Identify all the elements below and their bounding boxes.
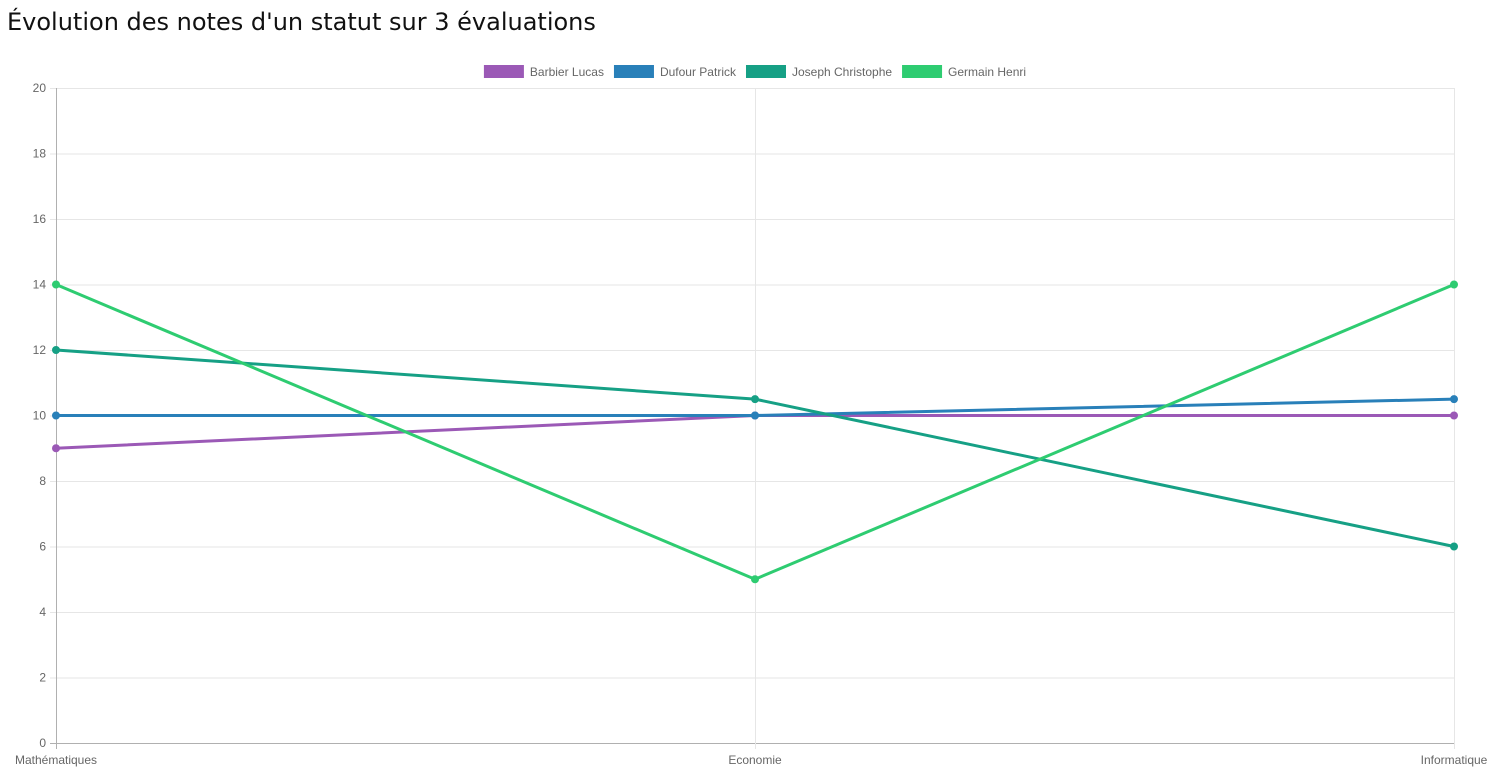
data-point[interactable] <box>52 444 60 453</box>
y-tick-label: 20 <box>33 81 47 95</box>
page-title: Évolution des notes d'un statut sur 3 év… <box>7 8 596 36</box>
legend-label: Joseph Christophe <box>792 65 892 79</box>
legend-label: Germain Henri <box>948 65 1026 79</box>
grid <box>50 88 1455 749</box>
data-point[interactable] <box>1450 542 1458 551</box>
legend-item[interactable]: Dufour Patrick <box>613 65 737 79</box>
axes: 0 2 4 6 8 10 12 14 16 18 20 Mathématiques Economie In… <box>15 81 1488 767</box>
data-point[interactable] <box>751 575 759 584</box>
y-tick-label: 6 <box>39 540 46 554</box>
data-point[interactable] <box>52 280 60 289</box>
data-point[interactable] <box>751 395 759 404</box>
y-tick-label: 8 <box>39 474 46 488</box>
legend-item[interactable]: Joseph Christophe <box>745 65 892 79</box>
y-tick-label: 0 <box>39 736 46 750</box>
y-tick-label: 2 <box>39 671 46 685</box>
x-tick-label: Informatique <box>1421 753 1488 767</box>
data-point[interactable] <box>1450 280 1458 289</box>
y-tick-label: 4 <box>39 605 46 619</box>
y-tick-label: 16 <box>33 212 47 226</box>
legend-label: Dufour Patrick <box>660 65 737 79</box>
data-point[interactable] <box>52 411 60 420</box>
legend-swatch <box>745 65 786 78</box>
data-point[interactable] <box>751 411 759 420</box>
y-tick-label: 14 <box>33 278 47 292</box>
y-tick-label: 12 <box>33 343 47 357</box>
legend-label: Barbier Lucas <box>530 65 604 79</box>
data-point[interactable] <box>1450 395 1458 404</box>
x-tick-label: Mathématiques <box>15 753 97 767</box>
series-lines <box>52 280 1458 584</box>
data-point[interactable] <box>52 346 60 354</box>
data-point[interactable] <box>1450 411 1458 420</box>
legend: Barbier Lucas Dufour Patrick Joseph Christ… <box>483 65 1026 79</box>
legend-swatch <box>902 65 943 78</box>
y-tick-label: 18 <box>33 147 47 161</box>
legend-swatch <box>613 65 654 78</box>
x-tick-label: Economie <box>728 753 782 767</box>
legend-item[interactable]: Germain Henri <box>902 65 1026 79</box>
legend-item[interactable]: Barbier Lucas <box>483 65 604 79</box>
legend-swatch <box>483 65 524 78</box>
y-tick-label: 10 <box>33 409 47 423</box>
